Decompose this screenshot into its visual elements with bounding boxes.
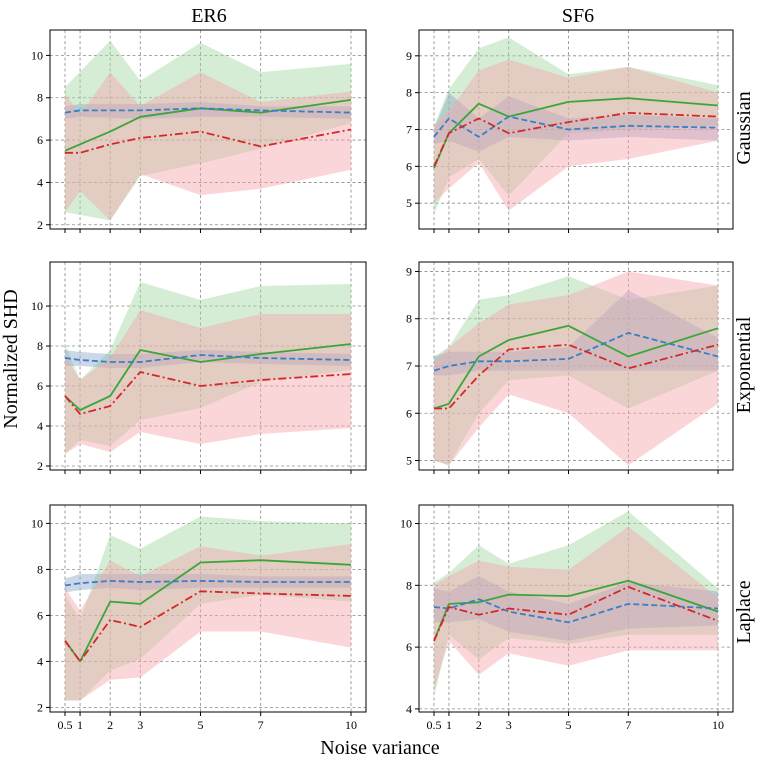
y-tick-label: 6	[37, 608, 43, 622]
y-tick-label: 9	[406, 49, 412, 63]
y-tick-label: 2	[37, 459, 43, 473]
x-tick-label: 10	[712, 718, 724, 732]
band-blue-er6-laplace	[65, 574, 351, 593]
y-tick-label: 10	[31, 48, 43, 62]
series-green-sf6-exponential	[433, 324, 719, 410]
band-red-sf6-gaussian	[434, 59, 718, 211]
series-red-sf6-exponential	[434, 343, 719, 410]
y-tick-label: 8	[406, 86, 412, 100]
y-tick-label: 9	[406, 264, 412, 278]
panel-er6-gaussian: 2 4 6 8 10	[31, 29, 367, 233]
series-blue-er6-gaussian	[64, 107, 352, 114]
band-green-er6-gaussian	[65, 40, 351, 221]
y-tick-label: 7	[406, 359, 412, 373]
series-red-er6-laplace	[64, 590, 352, 663]
band-blue-sf6-exponential	[434, 290, 718, 376]
axes-frame-er6-laplace	[49, 504, 367, 713]
band-blue-sf6-laplace	[434, 576, 718, 641]
series-green-sf6-laplace	[433, 579, 719, 642]
y-tick-label: 8	[406, 312, 412, 326]
band-green-er6-laplace	[65, 516, 351, 701]
y-tick-label: 4	[37, 654, 43, 668]
band-blue-er6-gaussian	[65, 102, 351, 119]
y-tick-label: 5	[406, 454, 412, 468]
x-axis-label: Noise variance	[320, 737, 440, 759]
axes-frame-er6-gaussian	[49, 29, 367, 230]
y-tick-label: 6	[406, 640, 412, 654]
panels: 2 4 6 8 10 5 6 7 8 9 2 4 6 8 10 5 6 7 8 9 2 4 6 8 10 0.5 1 2 3 5 7 10 4 6…	[31, 29, 734, 732]
band-red-er6-exponential	[65, 310, 351, 454]
band-red-sf6-exponential	[434, 271, 718, 466]
row-title-laplace: Laplace	[733, 580, 755, 643]
y-tick-label: 6	[37, 379, 43, 393]
x-tick-label: 0.5	[427, 718, 442, 732]
x-tick-label: 2	[476, 718, 482, 732]
y-tick-label: 6	[406, 406, 412, 420]
y-tick-label: 8	[37, 562, 43, 576]
series-green-er6-laplace	[64, 559, 352, 663]
band-green-sf6-laplace	[434, 511, 718, 697]
y-tick-label: 10	[400, 517, 412, 531]
x-tick-label: 3	[506, 718, 512, 732]
series-red-er6-exponential	[64, 371, 352, 415]
band-red-sf6-laplace	[434, 526, 718, 691]
y-tick-label: 8	[406, 578, 412, 592]
x-tick-label: 1	[77, 718, 83, 732]
x-tick-label: 5	[197, 718, 203, 732]
band-green-sf6-exponential	[434, 276, 718, 466]
y-tick-label: 8	[37, 339, 43, 353]
x-tick-label: 5	[566, 718, 572, 732]
panel-sf6-exponential: 5 6 7 8 9	[406, 261, 734, 474]
series-blue-er6-laplace	[64, 580, 351, 587]
y-tick-label: 10	[31, 516, 43, 530]
panel-er6-exponential: 2 4 6 8 10	[31, 261, 367, 474]
column-title-er6: ER6	[191, 5, 227, 27]
band-green-er6-exponential	[65, 282, 351, 454]
y-axis-label: Normalized SHD	[0, 289, 22, 428]
band-green-sf6-gaussian	[434, 37, 718, 215]
y-tick-label: 2	[37, 700, 43, 714]
row-title-exponential: Exponential	[733, 316, 755, 413]
series-red-sf6-laplace	[433, 586, 719, 642]
y-tick-label: 4	[406, 702, 412, 716]
series-blue-er6-exponential	[64, 354, 352, 363]
panel-sf6-laplace: 4 6 8 10 0.5 1 2 3 5 7 10	[400, 504, 734, 732]
x-tick-label: 7	[625, 718, 631, 732]
axes-frame-er6-exponential	[49, 261, 367, 471]
y-tick-label: 10	[31, 299, 43, 313]
panel-er6-laplace: 2 4 6 8 10 0.5 1 2 3 5 7 10	[31, 504, 367, 732]
series-blue-sf6-exponential	[433, 331, 719, 372]
series-blue-sf6-gaussian	[433, 115, 719, 138]
y-tick-label: 2	[37, 218, 43, 232]
axes-frame-sf6-laplace	[418, 504, 734, 713]
panel-sf6-gaussian: 5 6 7 8 9	[406, 29, 734, 233]
y-tick-label: 6	[37, 133, 43, 147]
x-tick-label: 3	[137, 718, 143, 732]
y-tick-label: 8	[37, 91, 43, 105]
series-red-er6-gaussian	[65, 128, 352, 154]
y-tick-label: 4	[37, 419, 43, 433]
y-tick-label: 4	[37, 175, 43, 189]
y-tick-label: 7	[406, 123, 412, 137]
x-tick-label: 10	[345, 718, 357, 732]
y-tick-label: 6	[406, 159, 412, 173]
x-tick-label: 7	[258, 718, 264, 732]
row-title-gaussian: Gaussian	[733, 91, 755, 164]
series-red-sf6-gaussian	[433, 112, 719, 167]
band-red-er6-laplace	[65, 544, 351, 701]
x-tick-label: 0.5	[58, 718, 73, 732]
x-tick-label: 2	[107, 718, 113, 732]
series-green-er6-exponential	[64, 343, 352, 411]
x-tick-label: 1	[446, 718, 452, 732]
y-tick-label: 5	[406, 196, 412, 210]
band-blue-sf6-gaussian	[434, 92, 718, 152]
column-title-sf6: SF6	[562, 5, 594, 27]
